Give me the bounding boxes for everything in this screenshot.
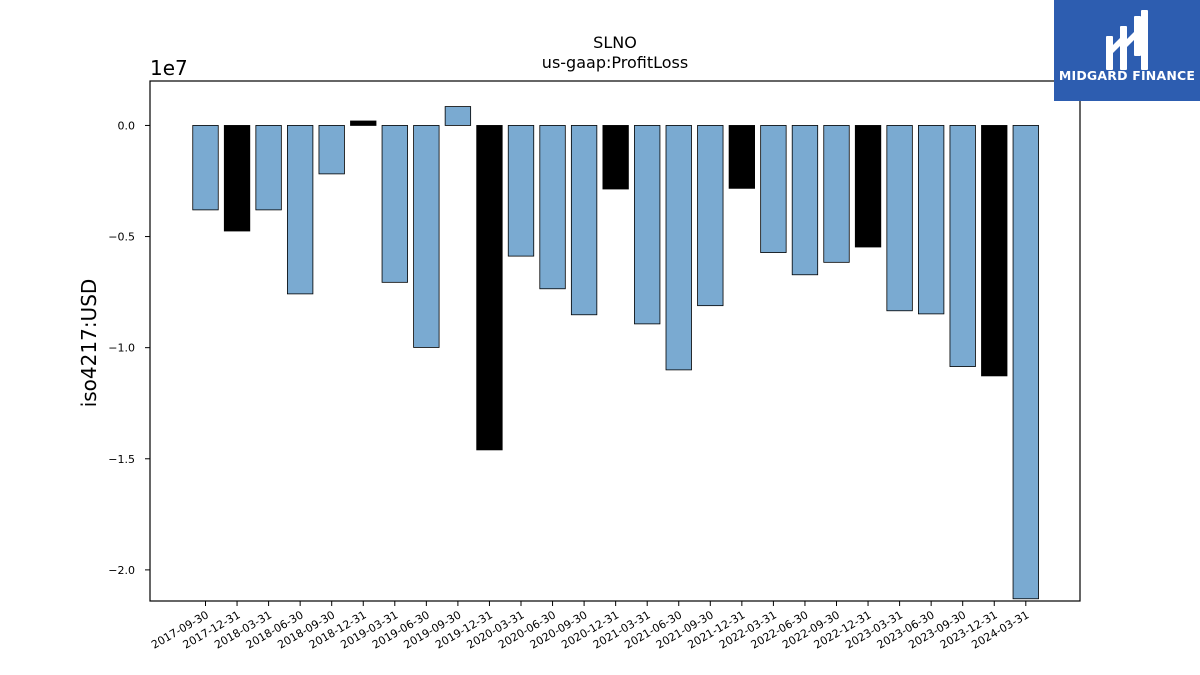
bar-2017-12-31: [223, 125, 251, 232]
bar-2021-12-31: [728, 125, 755, 189]
y-tick-label: −1.0: [108, 342, 135, 355]
bars-layer: [192, 106, 1039, 600]
bar-2021-06-30: [665, 125, 692, 371]
bar-2017-09-30: [192, 125, 219, 211]
bar-2021-03-31: [634, 125, 661, 325]
bar-2019-03-31: [381, 125, 408, 283]
bar-2024-03-31: [1012, 125, 1039, 600]
plot-frame: [149, 80, 1081, 602]
bar-2023-06-30: [918, 125, 945, 315]
brand-logo: MIDGARD FINANCE: [1054, 0, 1200, 101]
bar-2022-09-30: [823, 125, 850, 263]
bar-2018-09-30: [318, 125, 345, 175]
y-axis-label: iso4217:USD: [77, 279, 101, 408]
bar-2022-12-31: [854, 125, 882, 248]
chart-subtitle: us-gaap:ProfitLoss: [542, 53, 688, 72]
bar-2018-06-30: [286, 125, 314, 295]
bar-2019-12-31: [476, 125, 503, 451]
brand-name: MIDGARD FINANCE: [1058, 68, 1196, 83]
bar-2022-03-31: [760, 125, 787, 253]
bar-2020-12-31: [602, 125, 629, 190]
bar-2023-03-31: [886, 125, 913, 312]
x-axis-ticks: 2017-09-302017-12-312018-03-312018-06-30…: [149, 601, 1031, 652]
y-tick-label: −2.0: [108, 564, 135, 577]
bar-2021-09-30: [697, 125, 724, 307]
y-tick-label: −1.5: [108, 453, 135, 466]
midgard-logo-icon: [1106, 10, 1148, 70]
bar-2022-06-30: [791, 125, 819, 276]
bar-2023-12-31: [981, 125, 1008, 377]
bar-2018-03-31: [255, 125, 282, 211]
bar-2020-06-30: [539, 125, 566, 290]
bar-2020-09-30: [570, 125, 598, 316]
y-axis-ticks: 0.0 −0.5 −1.0 −1.5 −2.0: [108, 119, 150, 577]
y-tick-label: 0.0: [118, 119, 136, 132]
y-tick-label: −0.5: [108, 231, 135, 244]
bar-2019-09-30: [444, 106, 472, 126]
y-offset-text: 1e7: [150, 56, 188, 80]
bar-2018-12-31: [350, 120, 377, 126]
chart-title: SLNO: [593, 33, 637, 52]
bar-2023-09-30: [949, 125, 976, 367]
bar-2019-06-30: [413, 125, 440, 348]
bar-2020-03-31: [507, 125, 535, 257]
